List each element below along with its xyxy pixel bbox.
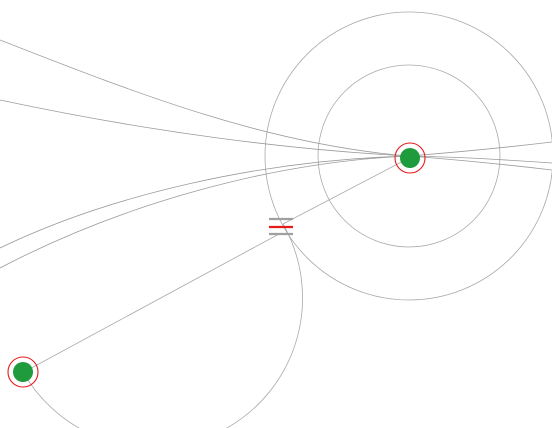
field-curve-1: [0, 39, 410, 157]
inner-guide-circle: [317, 64, 501, 248]
field-curve-3: [0, 155, 410, 249]
field-curve-5: [408, 141, 552, 157]
node-b-dot: [400, 148, 420, 168]
field-curve-2: [0, 99, 410, 157]
link-node-b-to-capacitor: [282, 157, 410, 225]
node-a-ring: [7, 356, 39, 388]
node-b-ring: [394, 142, 426, 174]
node-b[interactable]: [394, 142, 426, 174]
field-curve-7: [408, 155, 552, 164]
field-curve-6: [408, 155, 552, 171]
outer-guide-circle: [264, 11, 552, 301]
link-capacitor-to-node-a: [23, 233, 280, 373]
node-a-dot: [13, 362, 33, 382]
lower-arc: [22, 223, 303, 428]
field-curve-4: [0, 155, 410, 269]
node-a[interactable]: [7, 356, 39, 388]
capacitor-symbol[interactable]: [269, 217, 293, 236]
